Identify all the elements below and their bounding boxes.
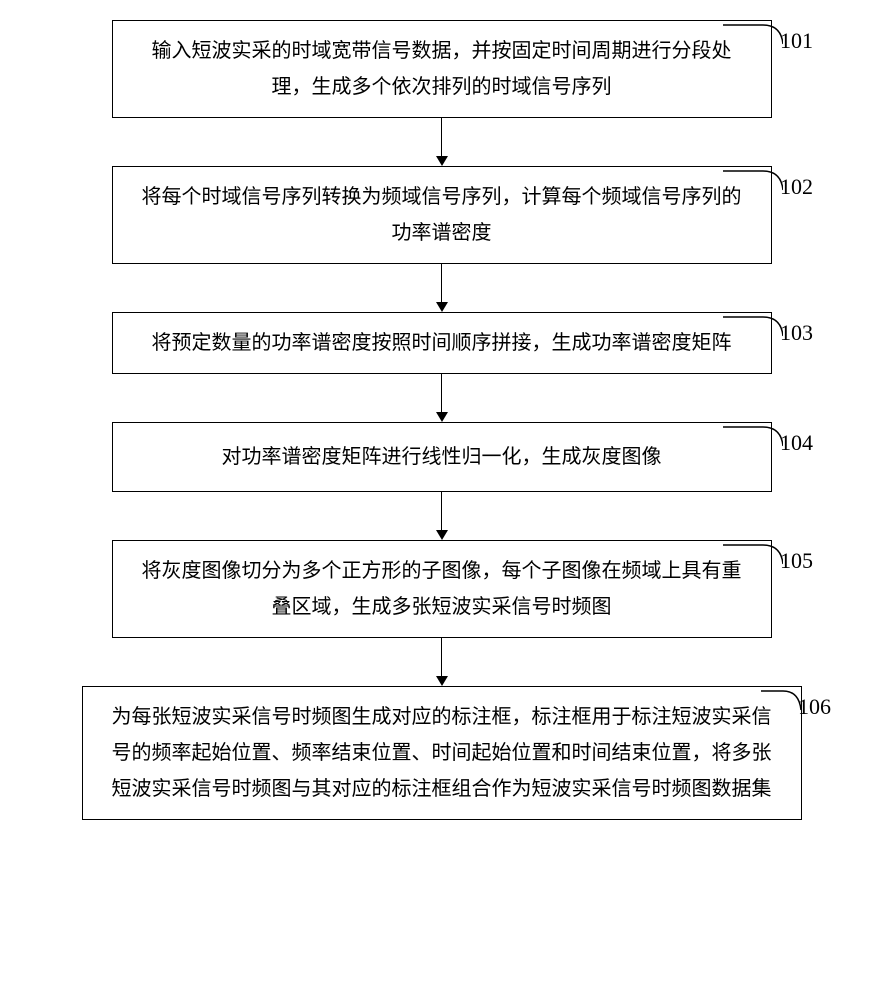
arrow-103-104 — [436, 374, 448, 422]
step-box-106: 为每张短波实采信号时频图生成对应的标注框，标注框用于标注短波实采信号的频率起始位… — [82, 686, 802, 820]
step-wrapper-106: 为每张短波实采信号时频图生成对应的标注框，标注框用于标注短波实采信号的频率起始位… — [40, 686, 843, 820]
arrow-102-103 — [436, 264, 448, 312]
step-box-102: 将每个时域信号序列转换为频域信号序列，计算每个频域信号序列的功率谱密度 — [112, 166, 772, 264]
arrow-head-icon — [436, 530, 448, 540]
arrow-head-icon — [436, 676, 448, 686]
arrow-101-102 — [436, 118, 448, 166]
step-box-105: 将灰度图像切分为多个正方形的子图像，每个子图像在频域上具有重叠区域，生成多张短波… — [112, 540, 772, 638]
arrow-head-icon — [436, 156, 448, 166]
flowchart-container: 输入短波实采的时域宽带信号数据，并按固定时间周期进行分段处理，生成多个依次排列的… — [40, 20, 843, 820]
arrow-line — [441, 118, 443, 156]
step-wrapper-102: 将每个时域信号序列转换为频域信号序列，计算每个频域信号序列的功率谱密度 102 — [40, 166, 843, 264]
step-text: 将灰度图像切分为多个正方形的子图像，每个子图像在频域上具有重叠区域，生成多张短波… — [142, 560, 742, 618]
step-wrapper-101: 输入短波实采的时域宽带信号数据，并按固定时间周期进行分段处理，生成多个依次排列的… — [40, 20, 843, 118]
step-box-104: 对功率谱密度矩阵进行线性归一化，生成灰度图像 — [112, 422, 772, 492]
step-text: 将每个时域信号序列转换为频域信号序列，计算每个频域信号序列的功率谱密度 — [142, 186, 742, 244]
step-label-102: 102 — [780, 174, 813, 200]
step-label-105: 105 — [780, 548, 813, 574]
step-wrapper-104: 对功率谱密度矩阵进行线性归一化，生成灰度图像 104 — [40, 422, 843, 492]
arrow-line — [441, 374, 443, 412]
step-box-101: 输入短波实采的时域宽带信号数据，并按固定时间周期进行分段处理，生成多个依次排列的… — [112, 20, 772, 118]
arrow-line — [441, 492, 443, 530]
step-box-103: 将预定数量的功率谱密度按照时间顺序拼接，生成功率谱密度矩阵 — [112, 312, 772, 374]
step-label-104: 104 — [780, 430, 813, 456]
arrow-head-icon — [436, 302, 448, 312]
step-wrapper-103: 将预定数量的功率谱密度按照时间顺序拼接，生成功率谱密度矩阵 103 — [40, 312, 843, 374]
arrow-104-105 — [436, 492, 448, 540]
step-text: 输入短波实采的时域宽带信号数据，并按固定时间周期进行分段处理，生成多个依次排列的… — [152, 40, 732, 98]
step-label-101: 101 — [780, 28, 813, 54]
arrow-105-106 — [436, 638, 448, 686]
arrow-line — [441, 264, 443, 302]
step-text: 对功率谱密度矩阵进行线性归一化，生成灰度图像 — [222, 446, 662, 468]
step-label-103: 103 — [780, 320, 813, 346]
arrow-head-icon — [436, 412, 448, 422]
step-wrapper-105: 将灰度图像切分为多个正方形的子图像，每个子图像在频域上具有重叠区域，生成多张短波… — [40, 540, 843, 638]
step-label-106: 106 — [798, 694, 831, 720]
step-text: 为每张短波实采信号时频图生成对应的标注框，标注框用于标注短波实采信号的频率起始位… — [112, 706, 772, 800]
arrow-line — [441, 638, 443, 676]
step-text: 将预定数量的功率谱密度按照时间顺序拼接，生成功率谱密度矩阵 — [152, 332, 732, 354]
